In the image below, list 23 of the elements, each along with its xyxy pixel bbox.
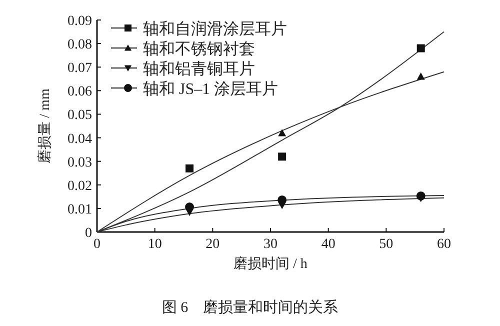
x-tick-label: 40 [321,237,336,252]
y-tick-label: 0.02 [68,178,92,194]
legend-label: 轴和不锈钢衬套 [143,40,255,58]
x-tick-label: 30 [264,237,278,252]
legend-label: 轴和铝青铜耳片 [143,60,255,78]
x-tick-label: 10 [148,237,162,252]
y-tick-label: 0.09 [68,14,92,29]
x-tick-label: 50 [379,237,394,252]
y-tick-label: 0.05 [68,108,92,124]
legend-label: 轴和 JS–1 涂层耳片 [143,80,278,98]
y-tick-label: 0.01 [68,202,92,218]
y-tick-label: 0.07 [68,61,92,76]
x-axis-title: 磨损时间 / h [234,256,308,272]
y-tick-label: 0.04 [68,132,92,147]
y-axis-title: 磨损量 / mm [37,88,53,164]
y-tick-label: 0 [85,226,92,241]
legend-label: 轴和自润滑涂层耳片 [143,20,287,38]
y-tick-label: 0.03 [68,155,92,170]
x-tick-label: 20 [206,237,220,252]
x-tick-label: 60 [437,237,451,252]
y-tick-label: 0.06 [68,84,92,100]
caption: 图 6 磨损量和时间的关系 [162,299,338,316]
y-tick-label: 0.08 [68,38,92,53]
